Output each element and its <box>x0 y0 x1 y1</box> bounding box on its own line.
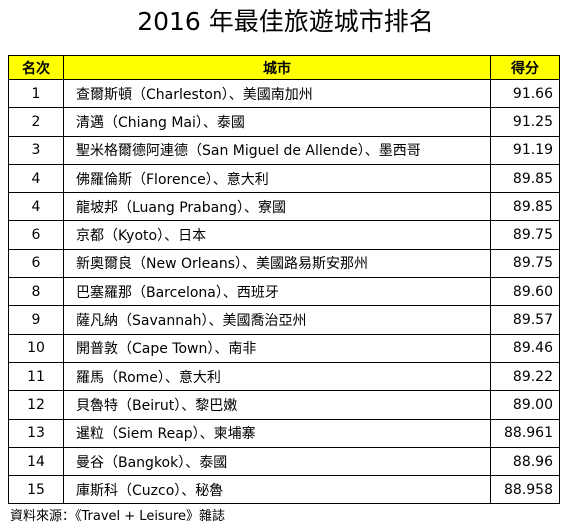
rank-cell: 10 <box>8 333 64 363</box>
city-cell: 龍坡邦（Luang Prabang）、寮國 <box>63 192 491 222</box>
table-body: 1 查爾斯頓（Charleston）、美國南加州 91.66 2 清邁（Chiang M… <box>8 78 560 505</box>
score-cell: 89.46 <box>490 333 560 363</box>
city-cell: 貝魯特（Beirut）、黎巴嫩 <box>63 390 491 420</box>
ranking-table: 名次 城市 得分 1 查爾斯頓（Charleston）、美國南加州 91.66 2 清邁… <box>8 55 560 505</box>
score-cell: 91.25 <box>490 107 560 137</box>
column-header: 名次 <box>8 55 64 80</box>
city-cell: 庫斯科（Cuzco）、秘魯 <box>63 475 491 505</box>
rank-cell: 6 <box>8 248 64 279</box>
score-cell: 89.85 <box>490 192 560 222</box>
score-cell: 88.958 <box>490 475 560 505</box>
rank-cell: 2 <box>8 107 64 137</box>
table-row: 11 羅馬（Rome）、意大利 89.22 <box>8 361 560 392</box>
score-cell: 91.66 <box>490 78 560 109</box>
score-cell: 89.75 <box>490 220 560 250</box>
table-row: 12 貝魯特（Beirut）、黎巴嫩 89.00 <box>8 390 560 420</box>
rank-cell: 15 <box>8 475 64 505</box>
rank-cell: 11 <box>8 361 64 392</box>
city-cell: 清邁（Chiang Mai）、泰國 <box>63 107 491 137</box>
rank-cell: 4 <box>8 192 64 222</box>
table-row: 15 庫斯科（Cuzco）、秘魯 88.958 <box>8 475 560 505</box>
table-row: 6 新奧爾良（New Orleans）、美國路易斯安那州 89.75 <box>8 248 560 279</box>
table-row: 4 佛羅倫斯（Florence）、意大利 89.85 <box>8 163 560 194</box>
score-cell: 88.961 <box>490 418 560 448</box>
city-cell: 佛羅倫斯（Florence）、意大利 <box>63 163 491 194</box>
score-cell: 88.96 <box>490 446 560 477</box>
rank-cell: 3 <box>8 135 64 165</box>
score-cell: 89.00 <box>490 390 560 420</box>
city-cell: 查爾斯頓（Charleston）、美國南加州 <box>63 78 491 109</box>
title: 2016 年最佳旅遊城市排名 <box>137 7 434 36</box>
rank-cell: 14 <box>8 446 64 477</box>
table-row: 6 京都（Kyoto）、日本 89.75 <box>8 220 560 250</box>
score-cell: 91.19 <box>490 135 560 165</box>
table-row: 9 薩凡納（Savannah）、美國喬治亞州 89.57 <box>8 305 560 335</box>
city-cell: 巴塞羅那（Barcelona）、西班牙 <box>63 277 491 307</box>
rank-cell: 6 <box>8 220 64 250</box>
city-cell: 京都（Kyoto）、日本 <box>63 220 491 250</box>
column-header: 城市 <box>63 55 491 80</box>
score-cell: 89.57 <box>490 305 560 335</box>
rank-cell: 1 <box>8 78 64 109</box>
table-row: 13 暹粒（Siem Reap）、柬埔寨 88.961 <box>8 418 560 448</box>
rank-cell: 13 <box>8 418 64 448</box>
score-cell: 89.60 <box>490 277 560 307</box>
table-row: 2 清邁（Chiang Mai）、泰國 91.25 <box>8 107 560 137</box>
city-cell: 薩凡納（Savannah）、美國喬治亞州 <box>63 305 491 335</box>
table-row: 14 曼谷（Bangkok）、泰國 88.96 <box>8 446 560 477</box>
header-row: 名次 城市 得分 <box>8 55 560 80</box>
table-row: 1 查爾斯頓（Charleston）、美國南加州 91.66 <box>8 78 560 109</box>
rank-cell: 8 <box>8 277 64 307</box>
source-note: 資料來源：《Travel + Leisure》雜誌 <box>10 509 225 524</box>
city-cell: 曼谷（Bangkok）、泰國 <box>63 446 491 477</box>
city-cell: 暹粒（Siem Reap）、柬埔寨 <box>63 418 491 448</box>
column-header: 得分 <box>490 55 560 80</box>
score-cell: 89.75 <box>490 248 560 279</box>
table-row: 3 聖米格爾德阿連德（San Miguel de Allende）、墨西哥 91.1… <box>8 135 560 165</box>
table-row: 10 開普敦（Cape Town）、南非 89.46 <box>8 333 560 363</box>
city-cell: 羅馬（Rome）、意大利 <box>63 361 491 392</box>
city-cell: 新奧爾良（New Orleans）、美國路易斯安那州 <box>63 248 491 279</box>
rank-cell: 4 <box>8 163 64 194</box>
rank-cell: 12 <box>8 390 64 420</box>
score-cell: 89.85 <box>490 163 560 194</box>
table-row: 4 龍坡邦（Luang Prabang）、寮國 89.85 <box>8 192 560 222</box>
table-head: 名次 城市 得分 <box>8 55 560 80</box>
rank-cell: 9 <box>8 305 64 335</box>
score-cell: 89.22 <box>490 361 560 392</box>
table-row: 8 巴塞羅那（Barcelona）、西班牙 89.60 <box>8 277 560 307</box>
city-cell: 聖米格爾德阿連德（San Miguel de Allende）、墨西哥 <box>63 135 491 165</box>
city-cell: 開普敦（Cape Town）、南非 <box>63 333 491 363</box>
